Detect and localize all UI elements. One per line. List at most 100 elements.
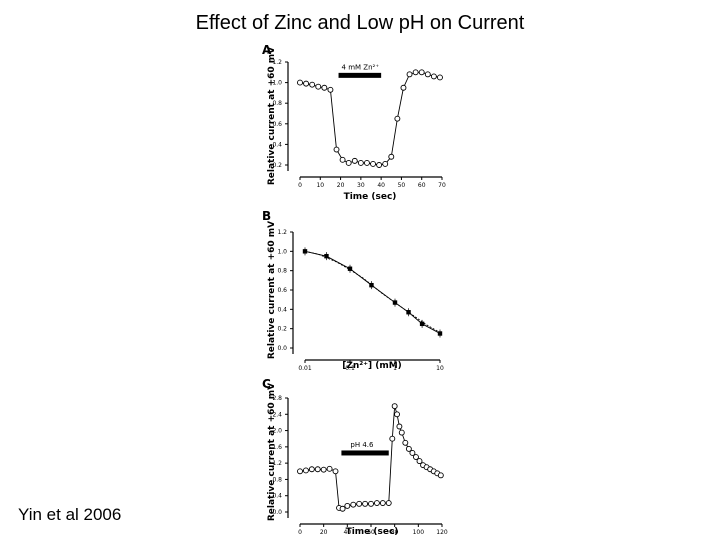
x-tick-label: 70 bbox=[438, 182, 446, 189]
data-point bbox=[394, 115, 401, 122]
y-tick-label: 2.0 bbox=[272, 428, 282, 435]
data-point bbox=[356, 500, 363, 507]
data-point bbox=[437, 74, 443, 81]
x-tick-label: 20 bbox=[320, 529, 328, 536]
data-point bbox=[391, 403, 398, 410]
series-line bbox=[304, 250, 441, 334]
y-tick-label: 0.0 bbox=[277, 345, 287, 352]
y-tick-label: 0.6 bbox=[277, 287, 287, 294]
y-tick-label: 0.8 bbox=[277, 268, 287, 275]
y-tick-label: 1.2 bbox=[277, 229, 287, 236]
panel-b-ylabel: Relative current at +60 mV bbox=[267, 221, 277, 359]
y-tick-label: 2.4 bbox=[272, 411, 282, 418]
y-tick-label: 0.2 bbox=[272, 162, 282, 169]
data-point bbox=[385, 500, 392, 506]
panel-a-xlabel: Time (sec) bbox=[344, 192, 397, 202]
data-point bbox=[370, 161, 376, 167]
data-point bbox=[357, 159, 364, 166]
data-point bbox=[333, 146, 340, 153]
slide-title: Effect of Zinc and Low pH on Current bbox=[195, 12, 525, 34]
panel-c-ylabel: Relative current at +60 mV bbox=[267, 383, 277, 521]
data-point bbox=[430, 73, 437, 80]
x-tick-label: 60 bbox=[367, 529, 375, 536]
x-tick-label: 80 bbox=[391, 529, 399, 536]
data-point bbox=[302, 467, 309, 474]
x-tick-label: 30 bbox=[357, 182, 365, 189]
data-point bbox=[418, 69, 425, 76]
data-point bbox=[303, 80, 310, 87]
panel-a-ylabel: Relative current at +60 mV bbox=[267, 47, 277, 185]
data-point bbox=[424, 71, 431, 78]
x-tick-label: 0 bbox=[298, 529, 302, 536]
y-tick-label: 1.0 bbox=[277, 248, 287, 255]
data-point bbox=[412, 69, 419, 76]
data-point bbox=[315, 83, 322, 90]
data-point bbox=[376, 162, 383, 168]
y-tick-label: 2.8 bbox=[272, 395, 282, 402]
x-tick-label: 10 bbox=[316, 182, 324, 189]
data-point bbox=[297, 468, 303, 475]
panel-b-chart: B Relative current at +60 mV [Zn²⁺] (mM)… bbox=[262, 209, 444, 372]
x-tick-label: 10 bbox=[436, 365, 444, 372]
data-point bbox=[382, 161, 389, 167]
data-point bbox=[437, 472, 444, 479]
data-point bbox=[402, 439, 409, 446]
data-point bbox=[314, 466, 321, 473]
data-point bbox=[362, 500, 369, 507]
data-point bbox=[373, 500, 380, 506]
x-tick-label: 120 bbox=[436, 529, 448, 536]
data-point bbox=[321, 84, 328, 91]
x-tick-label: 60 bbox=[418, 182, 426, 189]
y-tick-label: 0.2 bbox=[277, 326, 287, 333]
treatment-bar bbox=[341, 450, 389, 456]
y-tick-label: 1.2 bbox=[272, 460, 282, 467]
y-tick-label: 0.8 bbox=[272, 476, 282, 483]
data-point bbox=[339, 156, 346, 163]
y-tick-label: 1.0 bbox=[272, 80, 282, 87]
x-tick-label: 20 bbox=[337, 182, 345, 189]
data-point bbox=[396, 423, 403, 430]
data-point bbox=[308, 466, 315, 473]
data-point bbox=[405, 445, 412, 452]
data-point bbox=[339, 505, 346, 512]
treatment-bar bbox=[338, 72, 382, 78]
data-point bbox=[413, 454, 419, 460]
panel-a-chart: A Relative current at +60 mV Time (sec) … bbox=[262, 43, 446, 202]
x-tick-label: 0 bbox=[298, 182, 302, 189]
panel-c-xlabel: Time (sec) bbox=[346, 527, 399, 537]
panel-c-chart: C Relative current at +60 mV Time (sec) … bbox=[262, 377, 448, 537]
data-point bbox=[297, 79, 303, 86]
y-tick-label: 0.6 bbox=[272, 121, 282, 128]
data-point bbox=[368, 500, 374, 507]
series-line bbox=[299, 406, 442, 510]
panel-a-letter: A bbox=[262, 43, 272, 57]
panel-c-letter: C bbox=[262, 377, 271, 391]
data-point bbox=[345, 159, 352, 166]
y-tick-label: 1.6 bbox=[272, 444, 282, 451]
panel-b-letter: B bbox=[262, 209, 271, 223]
data-point bbox=[416, 458, 423, 465]
data-point bbox=[326, 465, 333, 472]
data-point bbox=[400, 84, 407, 91]
treatment-bar-label: 4 mM Zn²⁺ bbox=[342, 63, 380, 71]
data-point bbox=[320, 466, 327, 473]
data-point bbox=[309, 81, 316, 88]
data-point bbox=[344, 502, 351, 509]
treatment-bar-label: pH 4.6 bbox=[350, 441, 374, 449]
data-point bbox=[398, 429, 405, 436]
data-point bbox=[363, 159, 370, 166]
x-tick-label: 50 bbox=[398, 182, 406, 189]
data-point bbox=[406, 71, 413, 78]
fit-curve bbox=[304, 250, 441, 333]
citation-credit: Yin et al 2006 bbox=[18, 505, 122, 524]
y-tick-label: 0.0 bbox=[272, 509, 282, 516]
y-tick-label: 0.4 bbox=[272, 493, 282, 500]
data-point bbox=[388, 153, 395, 160]
x-tick-label: 40 bbox=[344, 529, 352, 536]
x-tick-label: 0.01 bbox=[298, 365, 312, 372]
data-point bbox=[350, 501, 357, 508]
panel-b-xlabel: [Zn²⁺] (mM) bbox=[342, 361, 402, 371]
x-tick-label: 1 bbox=[393, 365, 397, 372]
y-tick-label: 0.4 bbox=[272, 141, 282, 148]
